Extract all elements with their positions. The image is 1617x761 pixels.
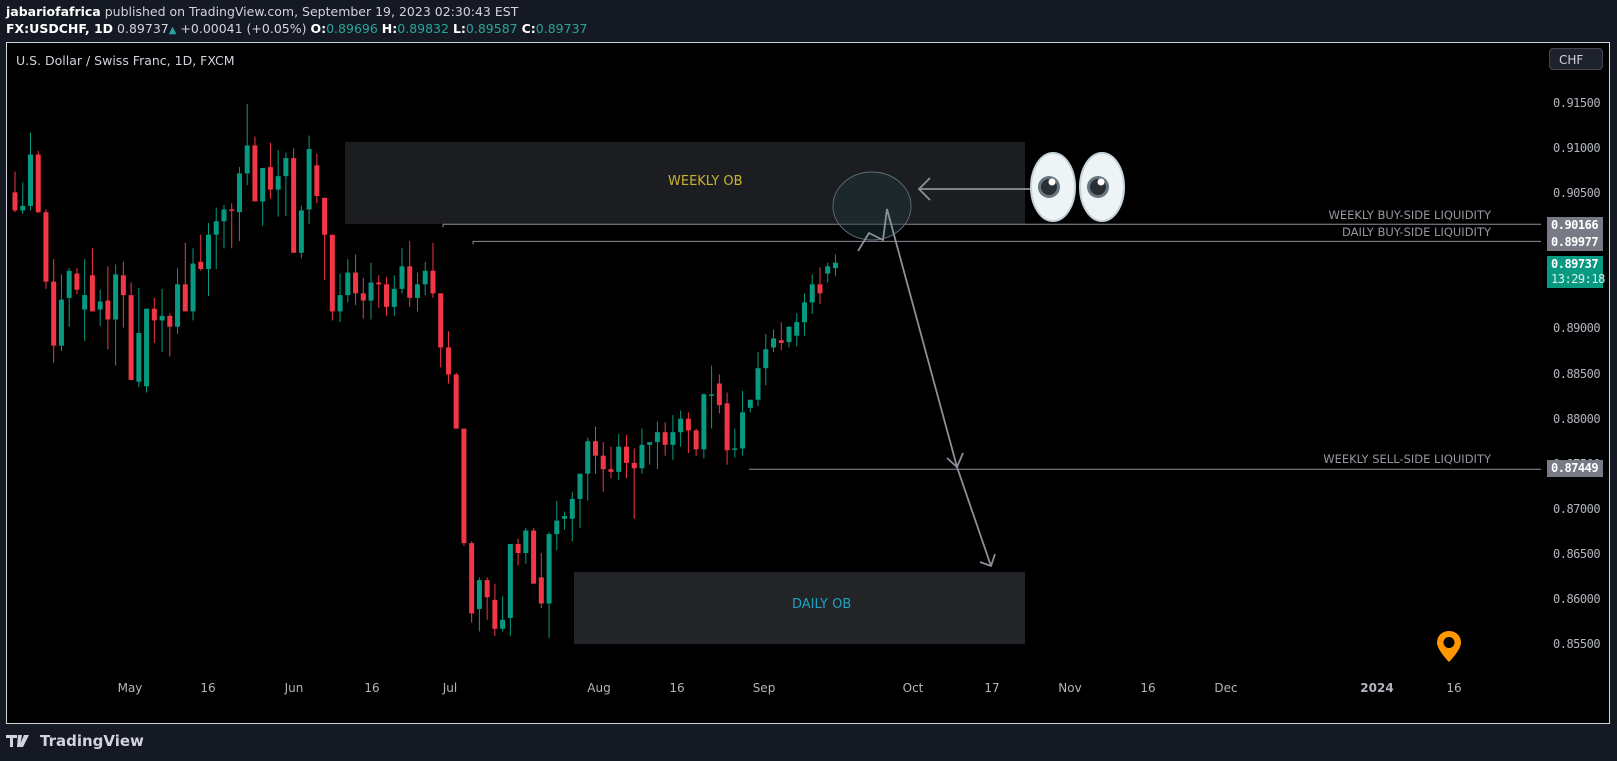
candlestick-plot[interactable] [7,43,1610,724]
up-triangle-icon: ▲ [168,25,177,36]
bar-countdown: 13:29:18 [1551,272,1605,286]
time-tick: 16 [1446,681,1462,695]
time-tick: Nov [1058,681,1082,695]
time-tick: Jun [284,681,304,695]
price-tick: 0.86000 [1553,591,1601,606]
daily-ob-label: DAILY OB [792,597,852,612]
publish-text: published on TradingView.com, September … [104,4,519,19]
chart-frame[interactable]: U.S. Dollar / Swiss Franc, 1D, FXCM CHF … [6,42,1610,724]
price-tick: 0.91500 [1553,96,1601,110]
currency-button[interactable]: CHF [1549,48,1603,70]
time-tick: Jul [442,681,458,695]
time-tick: 17 [984,681,1000,695]
price-tick: 0.90500 [1553,186,1601,201]
time-tick: Aug [587,681,611,695]
open-value: 0.89696 [326,21,378,36]
close-label: C: [521,21,536,36]
price-tick: 0.86500 [1553,546,1601,561]
price-tick: 0.91000 [1553,141,1601,156]
symbol: FX:USDCHF, 1D [6,21,114,36]
change: +0.00041 (+0.05%) [180,21,307,36]
low-label: L: [452,21,466,36]
high-value: 0.89832 [397,21,449,36]
time-tick: 16 [1140,681,1156,695]
time-tick: 16 [669,681,685,695]
tradingview-logo[interactable]: TradingView [6,732,144,750]
price-tick: 0.87000 [1553,501,1601,516]
time-tick: May [117,681,143,695]
tv-logo-icon [6,735,29,747]
daily-bsl-label: DAILY BUY-SIDE LIQUIDITY [1341,225,1491,239]
time-tick: 2024 [1360,681,1394,695]
author: jabariofafrica [6,4,101,19]
low-value: 0.89587 [465,21,518,36]
time-tick: Dec [1214,681,1238,695]
last-price-value: 0.89737 [1551,257,1599,271]
time-tick: Oct [902,681,924,695]
weekly-ssl-label: WEEKLY SELL-SIDE LIQUIDITY [1323,452,1491,466]
publish-info: jabariofafrica published on TradingView.… [6,4,518,19]
weekly-ssl-price: 0.87449 [1547,460,1603,477]
open-label: O: [310,21,327,36]
last-price: 0.89737 [117,21,169,36]
price-tick: 0.88000 [1553,411,1601,426]
chart-title: U.S. Dollar / Swiss Franc, 1D, FXCM [16,53,235,68]
price-tick: 0.85500 [1553,637,1601,651]
close-value: 0.89737 [535,21,588,36]
weekly-bsl-price: 0.90166 [1547,217,1603,234]
high-label: H: [381,21,398,36]
time-tick: Sep [752,681,776,695]
weekly-bsl-label: WEEKLY BUY-SIDE LIQUIDITY [1328,208,1491,222]
price-tick: 0.89000 [1553,321,1601,336]
time-tick: 16 [364,681,380,695]
symbol-info: FX:USDCHF, 1D 0.89737▲ +0.00041 (+0.05%)… [6,21,588,36]
price-tick: 0.88500 [1553,366,1601,381]
last-price-label: 0.89737 13:29:18 [1547,256,1605,288]
weekly-ob-label: WEEKLY OB [668,174,743,189]
brand-name: TradingView [40,732,144,750]
daily-bsl-price: 0.89977 [1547,234,1603,251]
eyes-icon [1029,151,1129,227]
location-pin-icon[interactable] [1436,630,1462,668]
time-tick: 16 [200,681,216,695]
